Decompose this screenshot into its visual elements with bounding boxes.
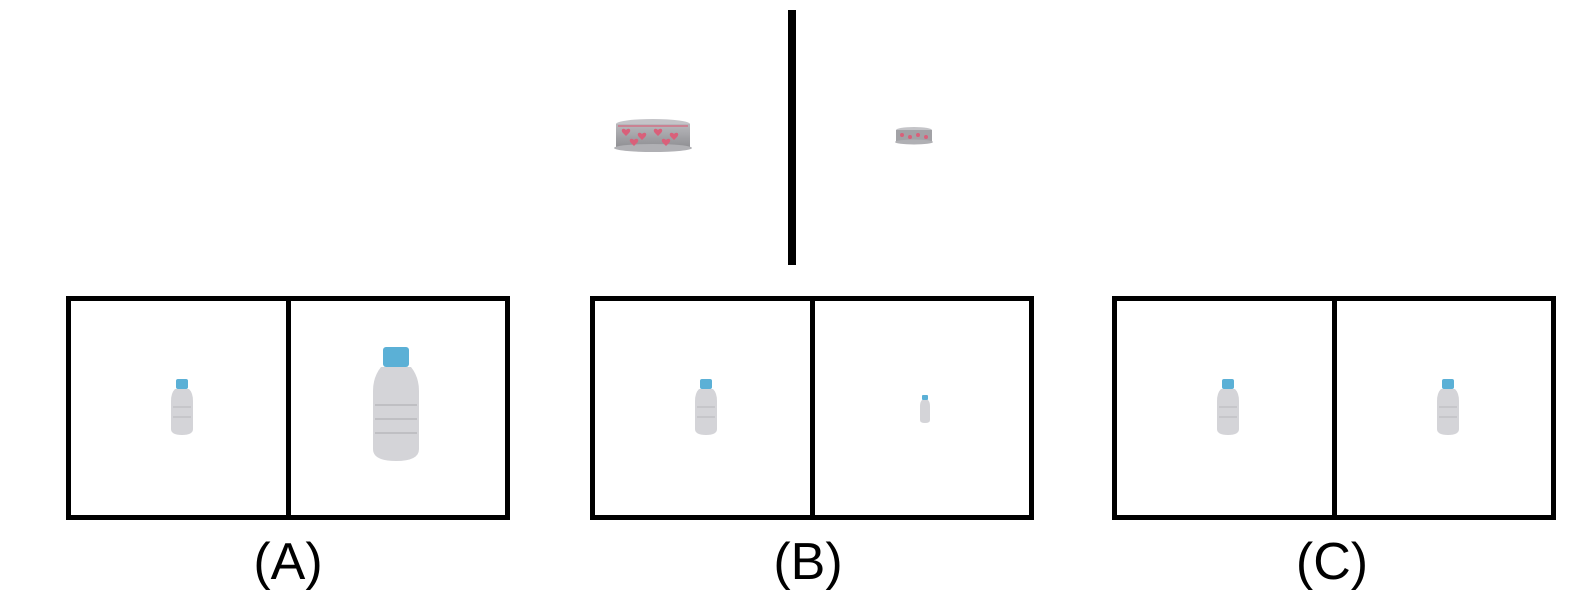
option-a-panel[interactable]	[66, 296, 510, 520]
option-b-right-bottle	[919, 394, 931, 424]
option-a-right-bottle	[371, 345, 421, 465]
option-c-panel[interactable]	[1112, 296, 1556, 520]
option-a-left-bottle	[169, 377, 195, 437]
option-c-label: (C)	[1295, 533, 1369, 591]
option-a-divider	[286, 301, 291, 515]
option-c-divider	[1332, 301, 1337, 515]
option-c-left-bottle	[1215, 377, 1241, 437]
reference-divider	[788, 10, 796, 265]
option-b-panel[interactable]	[590, 296, 1034, 520]
option-b-divider	[810, 301, 815, 515]
option-a-label: (A)	[253, 533, 323, 591]
reference-right-cake	[894, 126, 934, 146]
option-b-label: (B)	[773, 533, 843, 591]
option-c-right-bottle	[1435, 377, 1461, 437]
reference-left-cake	[612, 116, 694, 154]
option-b-left-bottle	[693, 377, 719, 437]
